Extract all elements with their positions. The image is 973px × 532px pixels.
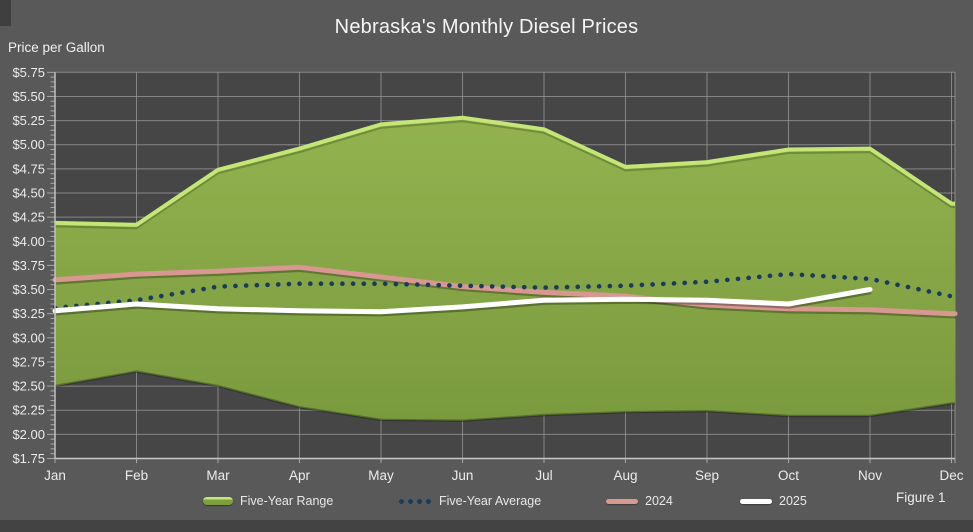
x-axis-labels: Jan Feb Mar Apr May Jun Jul Aug Sep Oct Nov Dec — [44, 468, 964, 483]
y-tick-label: $2.75 — [12, 354, 45, 369]
x-tick-label: Jun — [452, 468, 474, 483]
x-tick-label: Jan — [44, 468, 66, 483]
y-tick-label: $5.50 — [12, 89, 45, 104]
y-tick-label: $3.25 — [12, 306, 45, 321]
y-tick-label: $2.25 — [12, 403, 45, 418]
x-axis-ticks — [54, 458, 956, 463]
range-top-edge-shadow — [54, 120, 955, 230]
y-axis-ticks — [47, 71, 55, 459]
x-tick-label: Apr — [289, 468, 311, 483]
five-year-average-line — [52, 271, 958, 311]
x-tick-label: Feb — [125, 468, 148, 483]
y-tick-label: $4.00 — [12, 234, 45, 249]
x-tick-label: Aug — [613, 468, 637, 483]
line-2025 — [52, 287, 873, 315]
x-tick-label: Oct — [778, 468, 799, 483]
five-year-range-top-edge — [54, 115, 955, 227]
five-year-range-bottom-edge — [54, 370, 955, 423]
y-tick-label: $3.75 — [12, 258, 45, 273]
y-tick-label: $2.00 — [12, 427, 45, 442]
y-axis-title: Price per Gallon — [8, 40, 105, 55]
y-tick-label: $5.75 — [12, 65, 45, 80]
figure-label: Figure 1 — [896, 490, 946, 505]
x-tick-label: Nov — [858, 468, 882, 483]
x-tick-label: May — [368, 468, 394, 483]
x-tick-label: Mar — [206, 468, 230, 483]
corner-notch — [0, 0, 11, 26]
y-tick-label: $3.00 — [12, 330, 45, 345]
chart-title: Nebraska's Monthly Diesel Prices — [334, 16, 639, 38]
y-tick-label: $5.25 — [12, 113, 45, 128]
line-2024 — [52, 264, 958, 317]
x-tick-label: Dec — [939, 468, 963, 483]
x-tick-label: Sep — [695, 468, 719, 483]
x-tick-label: Jul — [535, 468, 552, 483]
y-axis-labels: $5.75 $5.50 $5.25 $5.00 $4.75 $4.50 $4.25 $4.00… — [12, 65, 45, 466]
y-tick-label: $4.50 — [12, 185, 45, 200]
y-tick-label: $3.50 — [12, 282, 45, 297]
axes — [54, 72, 955, 460]
five-year-range-band — [55, 117, 955, 421]
y-tick-label: $1.75 — [12, 451, 45, 466]
footer-strip — [0, 520, 973, 532]
y-tick-label: $4.25 — [12, 210, 45, 225]
y-tick-label: $4.75 — [12, 161, 45, 176]
y-tick-label: $2.50 — [12, 379, 45, 394]
y-tick-label: $5.00 — [12, 137, 45, 152]
